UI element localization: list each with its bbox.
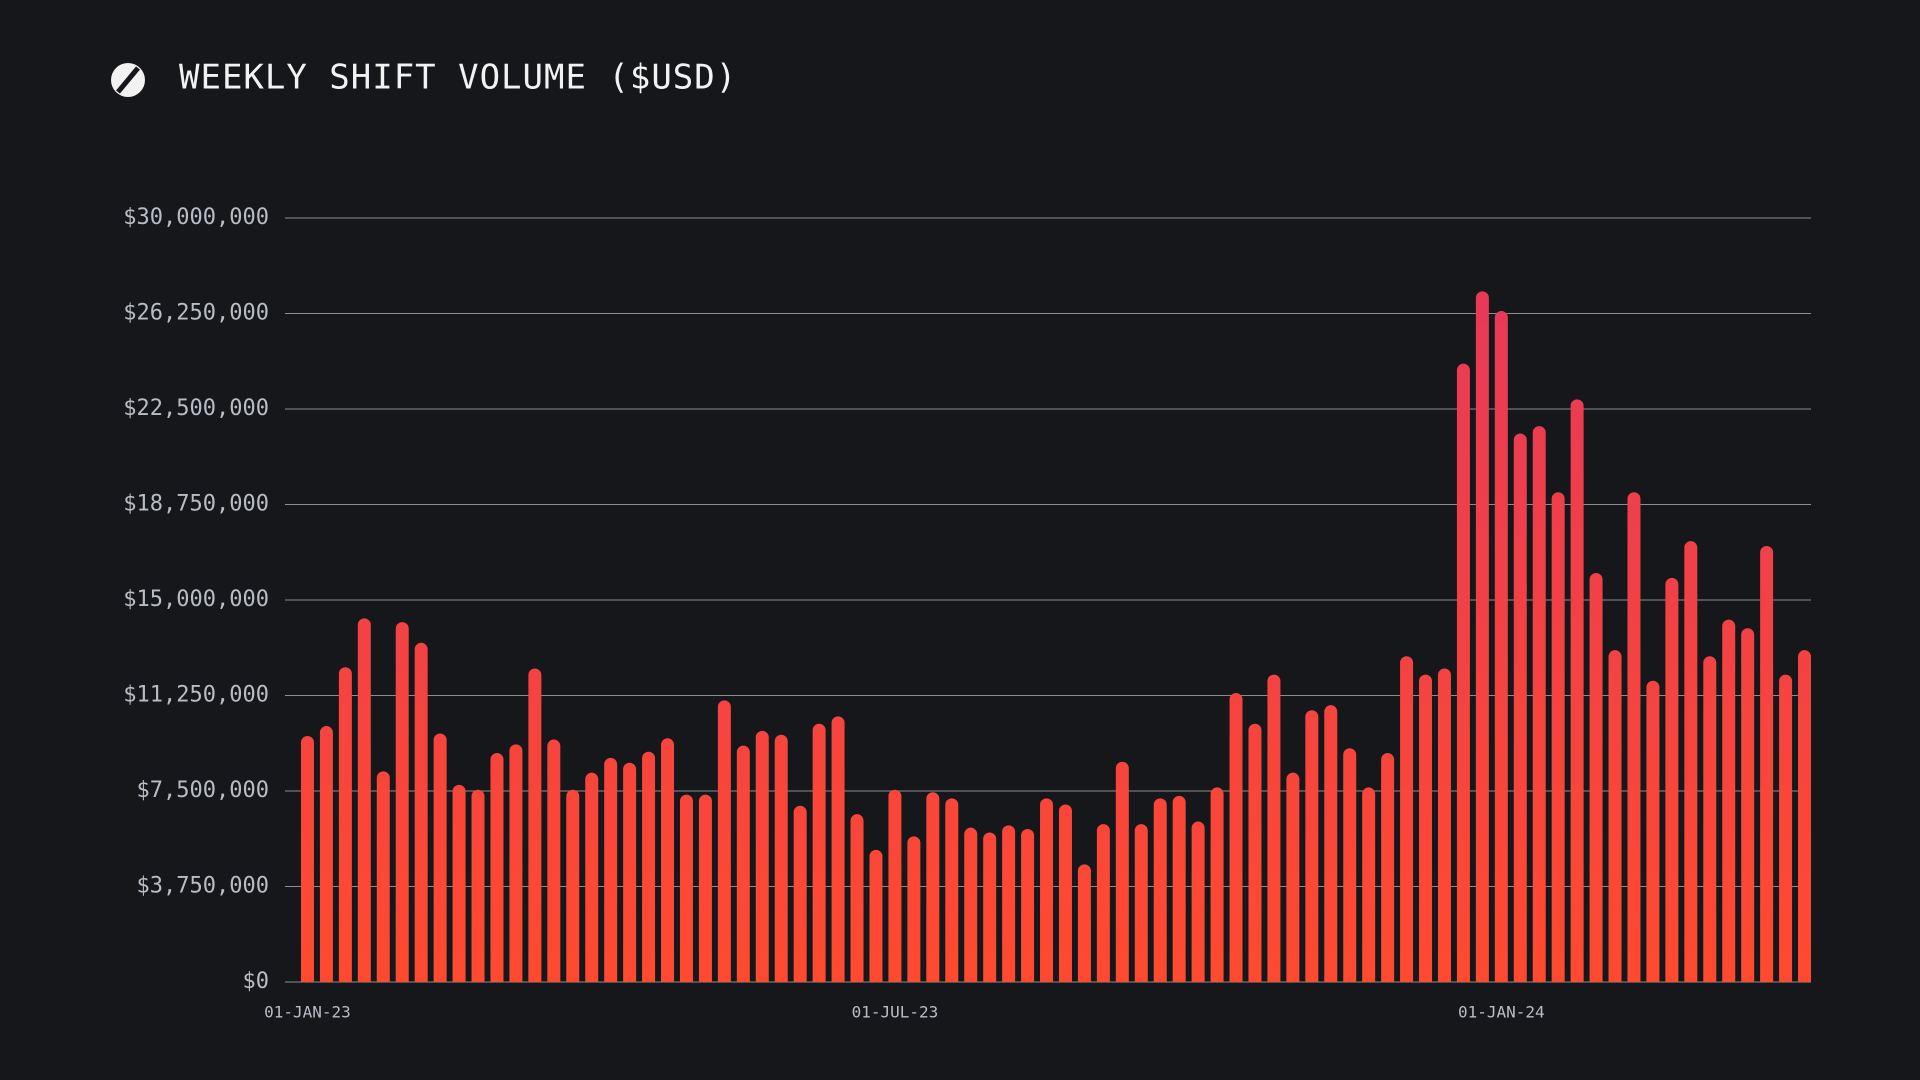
y-tick-label: $15,000,000: [123, 587, 269, 612]
bar: [1722, 619, 1736, 982]
logo: [111, 63, 145, 97]
bar: [623, 762, 637, 982]
bar: [376, 771, 390, 982]
bar: [452, 784, 466, 982]
bar: [1267, 674, 1281, 982]
bar: [1798, 650, 1812, 982]
bar: [698, 794, 712, 982]
bar: [642, 751, 656, 982]
bar: [1115, 761, 1129, 982]
bar: [1286, 772, 1300, 982]
bar: [679, 794, 693, 982]
bar: [1400, 656, 1414, 982]
bar: [547, 739, 561, 982]
bar: [1513, 433, 1527, 983]
bar: [490, 753, 504, 982]
bar: [1248, 723, 1262, 982]
bar: [338, 667, 352, 982]
bar: [1021, 828, 1035, 982]
bar: [1741, 628, 1755, 982]
bar: [1002, 825, 1016, 982]
bar: [1172, 795, 1186, 982]
bar: [1191, 821, 1205, 982]
bar: [414, 642, 428, 982]
bar: [1703, 656, 1717, 982]
bar: [1077, 864, 1091, 982]
bar: [509, 744, 523, 982]
bar: [1134, 824, 1148, 982]
y-tick-label: $3,750,000: [137, 874, 269, 899]
bar: [926, 792, 940, 982]
y-tick-label: $26,250,000: [123, 301, 269, 326]
bar: [300, 735, 314, 982]
bar: [661, 738, 675, 982]
bar: [566, 789, 580, 982]
bar: [1058, 804, 1072, 982]
bar: [983, 832, 997, 982]
bar: [1608, 650, 1622, 982]
bar: [1760, 546, 1774, 982]
bar: [888, 789, 902, 982]
y-tick-label: $30,000,000: [123, 205, 269, 230]
bar: [1362, 787, 1376, 982]
bar: [319, 726, 333, 982]
bar: [1456, 363, 1470, 983]
x-tick-label: 01-JAN-23: [264, 1003, 351, 1022]
y-tick-label: $0: [243, 969, 270, 994]
chart-title: WEEKLY SHIFT VOLUME ($USD): [179, 58, 737, 98]
bar: [433, 733, 447, 982]
bar: [1210, 787, 1224, 982]
x-tick-label: 01-JUL-23: [852, 1003, 939, 1022]
bar: [1551, 492, 1565, 982]
bar: [1305, 710, 1319, 982]
bar: [471, 789, 485, 982]
bar: [1646, 680, 1660, 982]
x-tick-label: 01-JAN-24: [1458, 1003, 1545, 1022]
bar: [907, 836, 921, 982]
bar: [1589, 573, 1603, 982]
bar: [1343, 748, 1357, 982]
bar: [528, 668, 542, 982]
bar: [850, 814, 864, 982]
bar: [1153, 798, 1167, 982]
bar: [1324, 705, 1338, 982]
bar: [945, 798, 959, 982]
bar: [1532, 426, 1546, 982]
bar: [717, 700, 731, 982]
bar: [755, 730, 769, 982]
bar: [1419, 674, 1433, 982]
bar: [1096, 824, 1110, 982]
y-tick-label: $22,500,000: [123, 396, 269, 421]
bar: [604, 757, 618, 982]
bar: [793, 805, 807, 982]
bar: [774, 734, 788, 982]
bar: [1570, 399, 1584, 983]
bar: [1040, 798, 1054, 982]
bar: [585, 772, 599, 982]
bar: [869, 849, 883, 982]
y-tick-label: $18,750,000: [123, 492, 269, 517]
bar: [1381, 753, 1395, 982]
bar: [736, 745, 750, 982]
bar: [1665, 577, 1679, 982]
bar: [357, 618, 371, 982]
bar: [1475, 291, 1489, 982]
bar: [1437, 668, 1451, 982]
y-tick-label: $11,250,000: [123, 683, 269, 708]
bar: [812, 723, 826, 982]
bar: [1229, 692, 1243, 982]
bar: [831, 716, 845, 982]
y-tick-label: $7,500,000: [137, 778, 269, 803]
bar: [1779, 674, 1793, 982]
bar: [1684, 541, 1698, 982]
bar: [1494, 310, 1508, 982]
bar: [964, 827, 978, 982]
bar: [1627, 492, 1641, 982]
bar: [395, 622, 409, 982]
